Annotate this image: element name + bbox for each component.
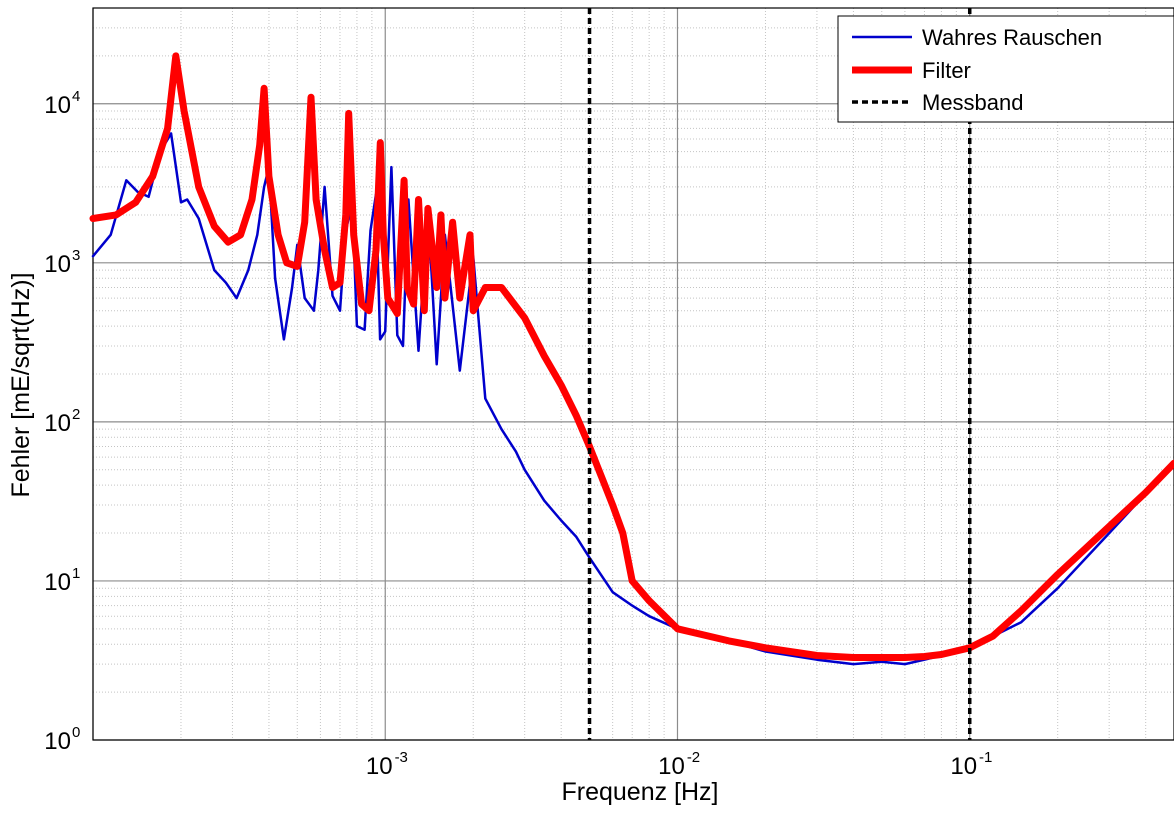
y-tick-label: 10 xyxy=(44,410,71,437)
x-tick-label: 10 xyxy=(658,753,685,780)
y-tick-exponent: 1 xyxy=(72,565,80,582)
x-tick-exponent: -2 xyxy=(687,749,700,766)
x-tick-labels: 10 -3 10 -2 10 -1 xyxy=(366,749,993,780)
y-tick-exponent: 2 xyxy=(72,406,80,423)
y-tick-label: 10 xyxy=(44,92,71,119)
y-tick-label: 10 xyxy=(44,728,71,755)
x-tick-exponent: -1 xyxy=(979,749,992,766)
y-tick-label: 10 xyxy=(44,569,71,596)
legend-label-filter: Filter xyxy=(922,58,971,83)
legend: Wahres Rauschen Filter Messband xyxy=(837,15,1174,123)
legend-label-messband: Messband xyxy=(922,90,1024,115)
x-axis-label: Frequenz [Hz] xyxy=(561,778,718,806)
series-layer xyxy=(89,8,1174,740)
y-tick-exponent: 3 xyxy=(72,247,80,264)
series-filter xyxy=(89,52,1174,661)
y-tick-exponent: 4 xyxy=(72,88,80,105)
x-tick-exponent: -3 xyxy=(395,749,408,766)
x-tick-label: 10 xyxy=(950,753,977,780)
plot-frame xyxy=(92,7,1174,741)
y-axis-label: Fehler [mE/sqrt(Hz)] xyxy=(7,272,35,497)
y-tick-exponent: 0 xyxy=(72,724,80,741)
x-tick-label: 10 xyxy=(366,753,393,780)
legend-label-wahres-rauschen: Wahres Rauschen xyxy=(922,25,1102,50)
y-tick-label: 10 xyxy=(44,251,71,278)
grid-minor xyxy=(93,7,1174,740)
